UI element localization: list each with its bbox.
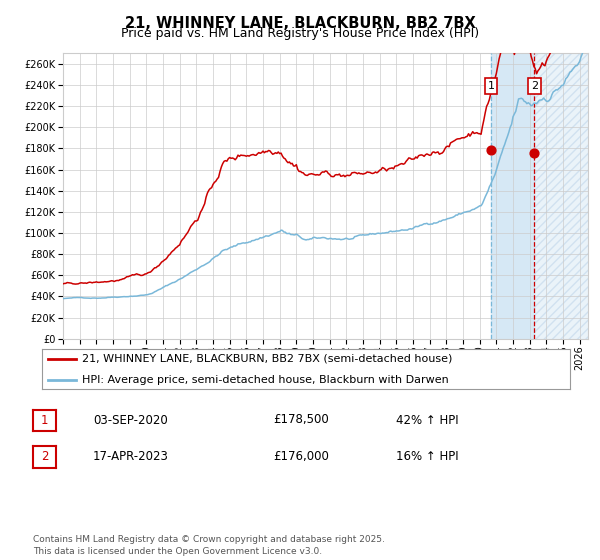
Text: Contains HM Land Registry data © Crown copyright and database right 2025.
This d: Contains HM Land Registry data © Crown c… xyxy=(33,535,385,556)
Point xyxy=(486,146,496,155)
Text: 1: 1 xyxy=(41,414,48,427)
Bar xyxy=(535,53,588,339)
Bar xyxy=(491,53,535,339)
Text: £176,000: £176,000 xyxy=(273,450,329,463)
Text: £178,500: £178,500 xyxy=(273,413,329,427)
Text: HPI: Average price, semi-detached house, Blackburn with Darwen: HPI: Average price, semi-detached house,… xyxy=(82,375,448,385)
Text: 21, WHINNEY LANE, BLACKBURN, BB2 7BX: 21, WHINNEY LANE, BLACKBURN, BB2 7BX xyxy=(125,16,475,31)
Text: 2: 2 xyxy=(531,81,538,91)
Text: 2: 2 xyxy=(41,450,48,464)
Point xyxy=(530,148,539,157)
Text: 1: 1 xyxy=(487,81,494,91)
Text: 03-SEP-2020: 03-SEP-2020 xyxy=(93,413,168,427)
Text: 42% ↑ HPI: 42% ↑ HPI xyxy=(396,413,458,427)
Text: Price paid vs. HM Land Registry's House Price Index (HPI): Price paid vs. HM Land Registry's House … xyxy=(121,27,479,40)
Text: 16% ↑ HPI: 16% ↑ HPI xyxy=(396,450,458,463)
Text: 21, WHINNEY LANE, BLACKBURN, BB2 7BX (semi-detached house): 21, WHINNEY LANE, BLACKBURN, BB2 7BX (se… xyxy=(82,354,452,364)
Text: 17-APR-2023: 17-APR-2023 xyxy=(93,450,169,463)
